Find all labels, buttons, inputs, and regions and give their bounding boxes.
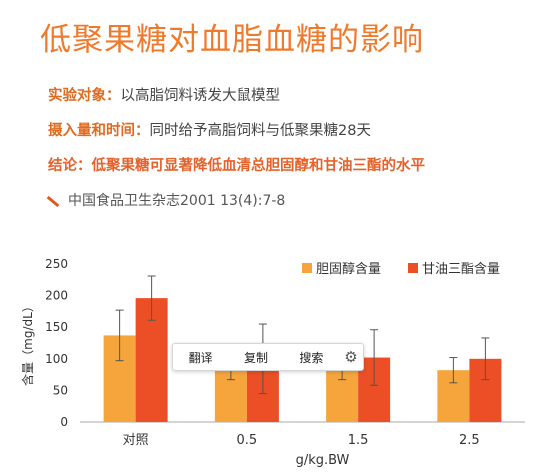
study-info: 实验对象：以高脂饲料诱发大鼠模型 摄入量和时间：同时给予高脂饲料与低聚果糖28天…: [48, 84, 526, 175]
source-text: 中国食品卫生杂志2001 13(4):7-8: [68, 193, 286, 209]
y-tick-label: 250: [45, 257, 68, 271]
y-tick-label: 0: [60, 415, 68, 429]
x-axis-title: g/kg.BW: [296, 453, 350, 468]
y-tick-label: 150: [45, 320, 68, 334]
x-tick-label: 2.5: [459, 433, 480, 448]
source-citation: 中国食品卫生杂志2001 13(4):7-8: [46, 190, 285, 210]
gear-icon[interactable]: ⚙: [344, 348, 358, 366]
copy-button[interactable]: 复制: [243, 350, 268, 365]
legend-label: 胆固醇含量: [316, 261, 381, 277]
dose-key: 摄入量和时间：: [48, 123, 150, 139]
subject-key: 实验对象：: [48, 88, 121, 104]
x-tick-label: 0.5: [237, 433, 258, 448]
legend-label: 甘油三酯含量: [422, 261, 500, 277]
dose-value: 同时给予高脂饲料与低聚果糖28天: [149, 123, 371, 139]
y-tick-label: 100: [45, 352, 68, 366]
dose-line: 摄入量和时间：同时给予高脂饲料与低聚果糖28天: [48, 119, 526, 140]
selection-popup: 翻译 复制 搜索 ⚙: [172, 343, 364, 371]
y-tick-label: 200: [45, 289, 68, 303]
y-tick-label: 50: [53, 383, 68, 397]
conclusion: 结论：低聚果糖可显著降低血清总胆固醇和甘油三酯的水平: [48, 158, 425, 174]
search-button[interactable]: 搜索: [299, 350, 324, 365]
translate-button[interactable]: 翻译: [188, 350, 213, 365]
subject-value: 以高脂饲料诱发大鼠模型: [120, 88, 281, 104]
y-axis-title: 含量（mg/dL）: [20, 300, 35, 386]
page-title: 低聚果糖对血脂血糖的影响: [40, 22, 424, 58]
x-tick-label: 对照: [123, 433, 149, 448]
x-tick-label: 1.5: [348, 433, 369, 448]
subject-line: 实验对象：以高脂饲料诱发大鼠模型: [48, 84, 526, 105]
legend-swatch: [408, 263, 418, 273]
legend-swatch: [302, 263, 312, 273]
